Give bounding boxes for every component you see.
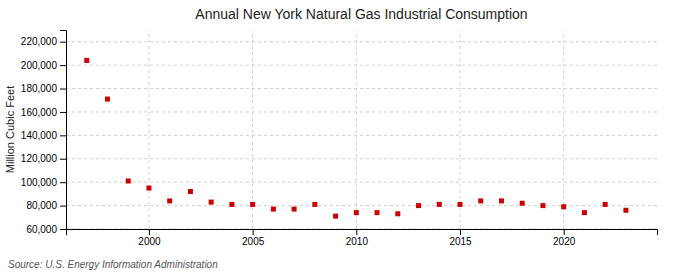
- point: [146, 186, 151, 191]
- title: Annual New York Natural Gas Industrial C…: [195, 6, 527, 22]
- grid-line: [66, 182, 657, 183]
- point: [499, 198, 504, 203]
- grid-line: [66, 65, 657, 66]
- tick: 2020: [553, 229, 576, 247]
- point: [84, 58, 89, 63]
- point: [105, 97, 110, 102]
- tick-label: 2000: [138, 236, 161, 247]
- points: [84, 58, 628, 219]
- tick-mark: [149, 229, 150, 235]
- point: [229, 202, 234, 207]
- grid-line: [66, 41, 657, 42]
- tick-label: 2015: [449, 236, 472, 247]
- grid-line: [148, 30, 149, 229]
- tick: 220,000: [21, 36, 66, 47]
- point: [603, 202, 608, 207]
- grid: [66, 30, 657, 229]
- point: [395, 211, 400, 216]
- tick-mark: [460, 229, 461, 235]
- tick: 80,000: [26, 200, 66, 211]
- tick-label: 80,000: [26, 200, 57, 211]
- tick-mark: [60, 159, 66, 160]
- grid-line: [66, 205, 657, 206]
- point: [540, 203, 545, 208]
- point: [582, 210, 587, 215]
- point: [375, 210, 380, 215]
- point: [416, 203, 421, 208]
- point: [623, 208, 628, 213]
- tick-mark: [564, 229, 565, 235]
- point: [354, 210, 359, 215]
- tick: 140,000: [21, 130, 66, 141]
- tick: 2015: [449, 229, 472, 247]
- tick-label: 180,000: [21, 83, 58, 94]
- point: [333, 214, 338, 219]
- tick-label: 2005: [242, 236, 265, 247]
- tick-label: 200,000: [21, 60, 58, 71]
- point: [437, 202, 442, 207]
- x-axis: 2000 2005 2010 2015 2020: [67, 229, 658, 247]
- tick: 60,000: [26, 224, 66, 235]
- axis-line: [67, 230, 658, 236]
- tick: 2005: [242, 229, 265, 247]
- point: [292, 207, 297, 212]
- tick-mark: [60, 89, 66, 90]
- tick: 100,000: [21, 177, 66, 188]
- tick-mark: [253, 229, 254, 235]
- point: [126, 179, 131, 184]
- grid-line: [252, 30, 253, 229]
- tick-mark: [356, 229, 357, 235]
- tick-mark: [60, 182, 66, 183]
- tick-label: 220,000: [21, 36, 58, 47]
- grid-line: [66, 88, 657, 89]
- tick: 2010: [346, 229, 369, 247]
- tick-mark: [60, 42, 66, 43]
- source-note: Source: U.S. Energy Information Administ…: [8, 259, 218, 270]
- chart: 2000 2005 2010 2015 2020 60,000 80,000 100,000 1…: [0, 0, 675, 275]
- point: [458, 202, 463, 207]
- point: [188, 189, 193, 194]
- tick-mark: [60, 65, 66, 66]
- point: [250, 202, 255, 207]
- y-axis-title: Million Cubic Feet: [4, 86, 16, 173]
- tick: 200,000: [21, 60, 66, 71]
- tick-mark: [60, 112, 66, 113]
- tick: 160,000: [21, 107, 66, 118]
- tick: 120,000: [21, 153, 66, 164]
- grid-line: [66, 158, 657, 159]
- tick-label: 120,000: [21, 153, 58, 164]
- point: [478, 198, 483, 203]
- tick: 180,000: [21, 83, 66, 94]
- point: [561, 204, 566, 209]
- tick-label: 2020: [553, 236, 576, 247]
- point: [209, 200, 214, 205]
- tick-label: 60,000: [26, 224, 57, 235]
- tick-label: 100,000: [21, 177, 58, 188]
- grid-line: [356, 30, 357, 229]
- grid-line: [563, 30, 564, 229]
- grid-line: [66, 135, 657, 136]
- grid-line: [66, 111, 657, 112]
- point: [520, 201, 525, 206]
- point: [271, 207, 276, 212]
- y-axis: 60,000 80,000 100,000 120,000 140,000 160,000…: [21, 31, 67, 235]
- tick-label: 140,000: [21, 130, 58, 141]
- tick-label: 2010: [346, 236, 369, 247]
- tick-mark: [60, 206, 66, 207]
- axis-line: [60, 31, 67, 230]
- tick: 2000: [138, 229, 161, 247]
- grid-line: [460, 30, 461, 229]
- point: [167, 198, 172, 203]
- tick-mark: [60, 135, 66, 136]
- tick-label: 160,000: [21, 107, 58, 118]
- point: [312, 202, 317, 207]
- tick-mark: [60, 229, 66, 230]
